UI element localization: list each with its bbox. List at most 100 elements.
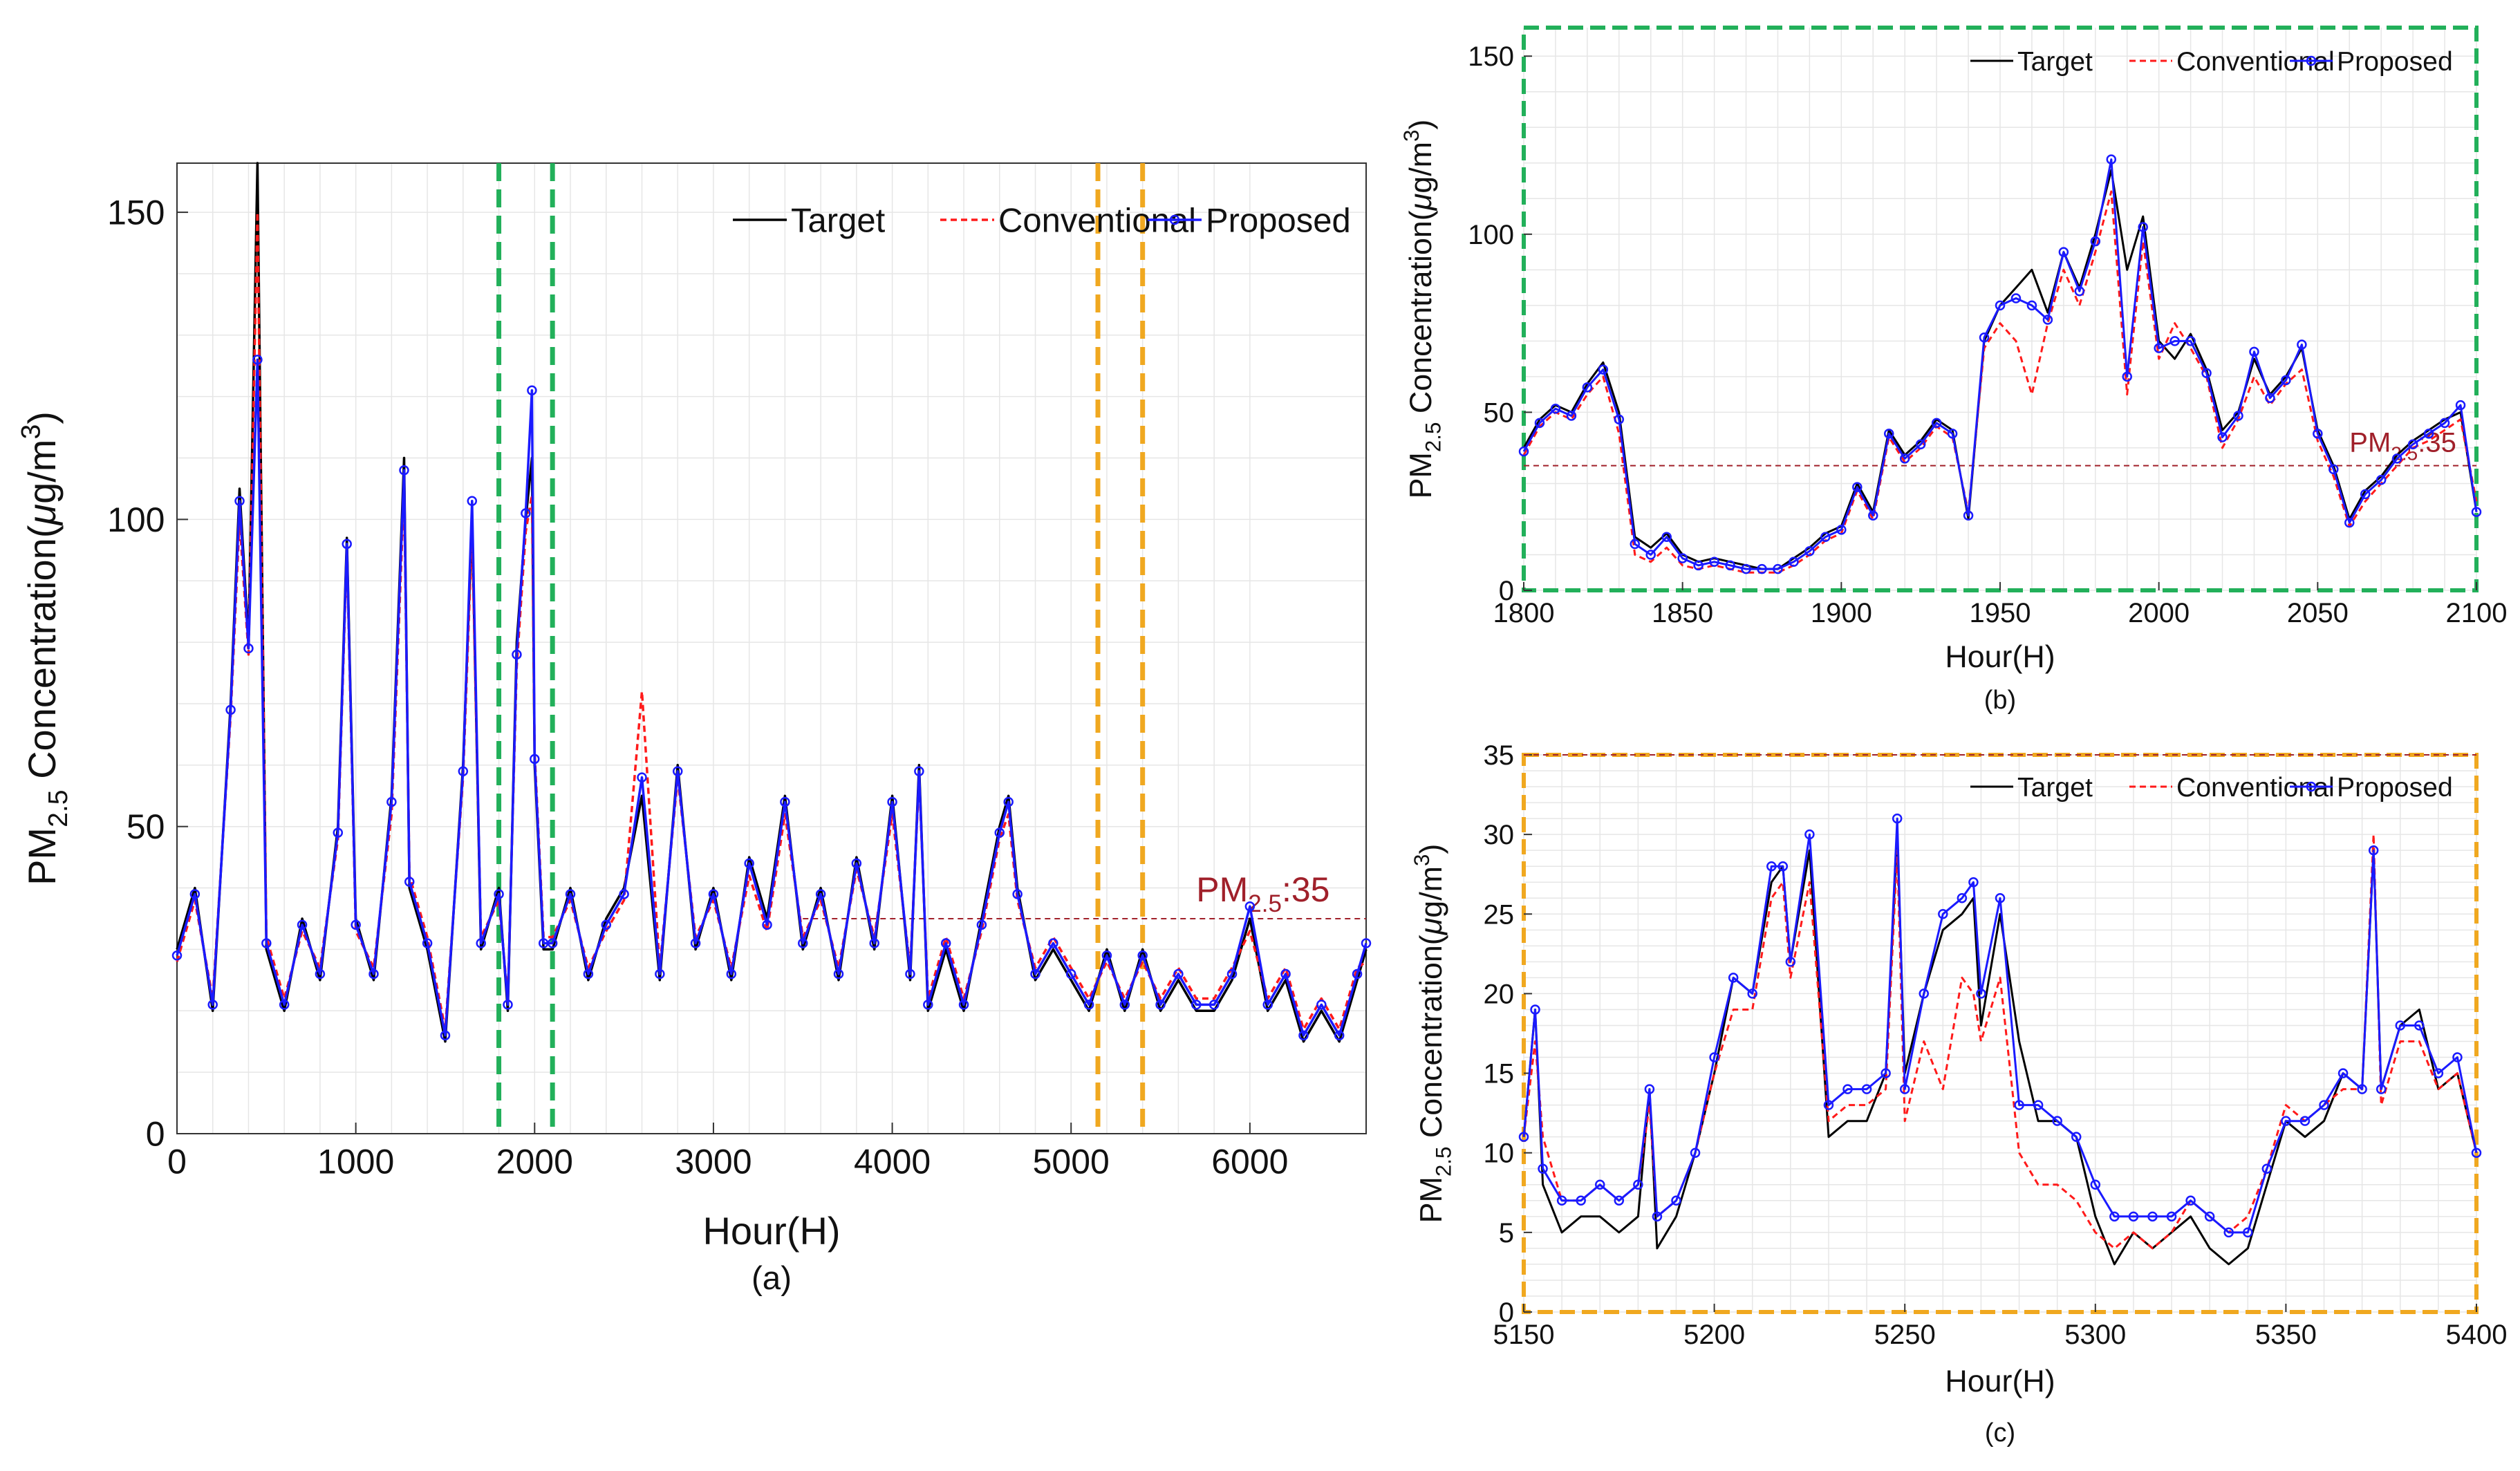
- series-point-proposed: [1556, 1195, 1567, 1206]
- series-point-proposed: [2154, 343, 2164, 353]
- series-point-proposed: [404, 877, 415, 887]
- series-point-proposed: [189, 889, 200, 899]
- series-point-proposed: [1785, 957, 1796, 967]
- series-point-proposed: [2299, 1116, 2311, 1126]
- series-point-proposed: [1012, 889, 1023, 899]
- series-point-proposed: [2201, 368, 2212, 378]
- series-point-proposed: [476, 938, 486, 948]
- series-point-proposed: [1979, 332, 1990, 343]
- series-point-proposed: [171, 950, 183, 961]
- series-point-proposed: [780, 796, 790, 807]
- series-point-proposed: [1065, 968, 1076, 980]
- series-point-proposed: [1709, 1052, 1719, 1062]
- series-point-proposed: [2010, 293, 2022, 303]
- series-point-proposed: [512, 649, 522, 660]
- series-point-proposed: [2455, 400, 2466, 411]
- series-point-proposed: [2376, 1084, 2387, 1094]
- series-point-proposed: [2261, 1163, 2272, 1174]
- series-point-proposed: [2376, 475, 2387, 485]
- series-point-proposed: [315, 968, 326, 980]
- series-point-proposed: [1566, 411, 1577, 421]
- series-point-proposed: [1518, 1132, 1529, 1142]
- series-point-proposed: [2185, 336, 2196, 346]
- y-tick-label: 20: [1484, 979, 1515, 1009]
- series-point-proposed: [1931, 418, 1942, 429]
- series-point-proposed: [1757, 563, 1767, 574]
- series-point-proposed: [1747, 989, 1757, 999]
- series-point-proposed: [1868, 510, 1878, 521]
- series-point-proposed: [207, 1000, 218, 1010]
- series-point-proposed: [2033, 1100, 2044, 1110]
- x-tick-label: 2000: [496, 1143, 573, 1181]
- series-point-proposed: [1298, 1030, 1309, 1041]
- y-tick-label: 30: [1484, 820, 1515, 850]
- series-point-proposed: [2337, 1068, 2349, 1078]
- y-tick-label: 10: [1484, 1139, 1515, 1169]
- series-point-proposed: [923, 1000, 933, 1010]
- series-point-proposed: [399, 465, 409, 476]
- series-point-proposed: [2360, 489, 2371, 500]
- series-point-proposed: [887, 796, 897, 807]
- series-point-proposed: [234, 496, 245, 506]
- series-point-proposed: [2106, 154, 2117, 165]
- series-point-proposed: [2052, 1116, 2062, 1126]
- series-point-proposed: [2407, 439, 2418, 450]
- series-point-proposed: [1899, 453, 1910, 464]
- threshold-label-pm: PM: [1196, 870, 1248, 909]
- y-tick-label: 0: [146, 1115, 165, 1154]
- series-point-proposed: [2328, 464, 2339, 475]
- series-point-proposed: [1892, 813, 1903, 824]
- series-point-proposed: [2014, 1100, 2024, 1110]
- series-point-proposed: [2042, 315, 2053, 325]
- series-point-proposed: [2090, 1179, 2101, 1190]
- series-point-proposed: [1963, 510, 1974, 521]
- y-label-mu: μ: [1414, 918, 1448, 936]
- series-point-proposed: [1582, 382, 1593, 393]
- series-point-proposed: [1957, 893, 1968, 903]
- series-point-proposed: [2313, 429, 2323, 439]
- series-point-proposed: [690, 938, 701, 948]
- series-point-proposed: [1262, 1000, 1273, 1010]
- series-point-proposed: [1316, 1000, 1327, 1010]
- series-point-proposed: [1352, 968, 1363, 980]
- legend-label-target: Target: [2017, 773, 2093, 803]
- series-point-proposed: [815, 889, 826, 899]
- series-point-proposed: [1633, 1179, 1643, 1190]
- series-point-proposed: [708, 889, 719, 899]
- y-label-mu: μ: [20, 504, 64, 527]
- panel-caption: (c): [1985, 1418, 2015, 1447]
- series-point-proposed: [2138, 222, 2148, 232]
- threshold-label-value: :35: [1282, 870, 1330, 909]
- y-tick-label: 5: [1499, 1218, 1514, 1248]
- series-point-proposed: [2204, 1211, 2215, 1222]
- y-tick-label: 0: [1499, 1297, 1514, 1328]
- x-tick-label: 5250: [1874, 1320, 1936, 1350]
- series-point-proposed: [583, 968, 594, 980]
- axes-frame: [176, 162, 1367, 1134]
- series-point-proposed: [940, 938, 951, 948]
- series-point-proposed: [1842, 1084, 1853, 1094]
- series-point-proposed: [1804, 546, 1815, 556]
- x-tick-label: 6000: [1211, 1143, 1288, 1181]
- series-line-conventional: [176, 211, 1367, 1031]
- x-tick-label: 1850: [1652, 598, 1713, 628]
- series-point-proposed: [1361, 938, 1372, 948]
- threshold-label-pm: PM: [2349, 428, 2391, 458]
- y-label-end: ): [1414, 844, 1448, 854]
- series-point-proposed: [527, 385, 537, 396]
- series-point-proposed: [851, 858, 862, 869]
- series-point-proposed: [2109, 1211, 2120, 1222]
- series-point-proposed: [637, 772, 647, 783]
- y-tick-label: 150: [107, 194, 165, 232]
- x-tick-label: 0: [167, 1143, 187, 1181]
- series-point-proposed: [467, 496, 478, 506]
- panel-caption: (a): [752, 1260, 792, 1297]
- legend-label-target: Target: [2017, 47, 2093, 77]
- y-label-unit: g/m: [1403, 142, 1438, 194]
- series-point-proposed: [1820, 532, 1831, 542]
- series-point-proposed: [494, 889, 504, 899]
- series-point-proposed: [1155, 1000, 1166, 1010]
- series-point-proposed: [1883, 429, 1894, 439]
- series-point-proposed: [261, 938, 272, 948]
